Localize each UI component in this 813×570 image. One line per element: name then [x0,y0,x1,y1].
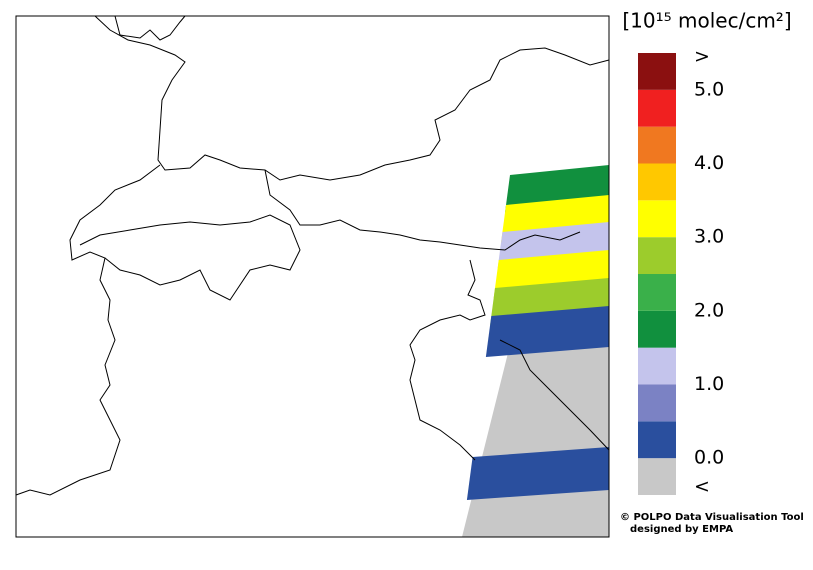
colorbar-title: [10¹⁵ molec/cm²] [622,9,791,33]
colorbar-segment [638,200,676,238]
swath [466,165,609,500]
colorbar-segment [638,274,676,311]
borders [15,15,610,496]
swath-stripe [485,306,609,357]
colorbar-label: 4.0 [694,152,724,174]
colorbar-segment [638,53,676,90]
border [499,339,610,451]
credit: © POLPO Data Visualisation Tool [620,512,804,523]
colorbar [638,53,676,495]
colorbar-segment [638,163,676,201]
colorbar-segment [638,126,676,164]
swath-background [462,335,609,537]
colorbar-segment [638,237,676,274]
colorbar-label: 2.0 [694,299,724,321]
colorbar-segment [638,347,676,385]
colorbar-label: 0.0 [694,447,724,469]
colorbar-label: 3.0 [694,226,724,248]
colorbar-segment [638,310,676,348]
colorbar-label: > [694,46,710,68]
credit: designed by EMPA [630,524,733,535]
border [409,259,486,461]
swath-stripe [466,447,609,500]
border [15,164,161,496]
border [79,214,301,301]
border [114,15,186,41]
colorbar-segment [638,458,676,495]
colorbar-segment [638,384,676,422]
colorbar-label: < [694,476,710,498]
colorbar-label: 5.0 [694,78,724,100]
border [94,15,610,181]
colorbar-segment [638,89,676,127]
border [264,169,581,251]
colorbar-label: 1.0 [694,373,724,395]
colorbar-segment [638,421,676,459]
map-frame [15,15,610,538]
